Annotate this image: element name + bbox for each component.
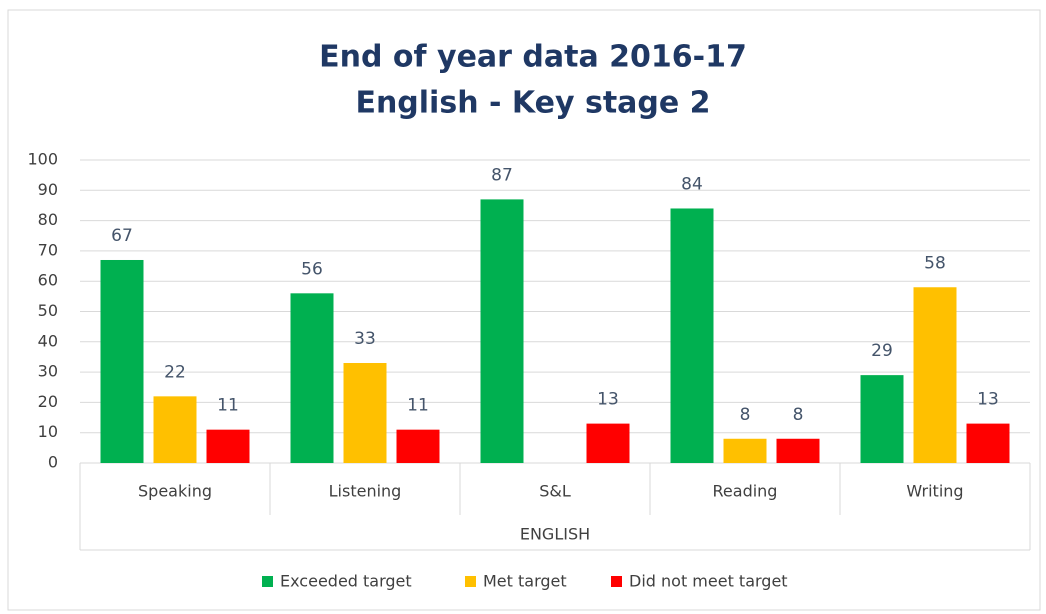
y-tick-label: 0 [48, 453, 58, 472]
x-axis-label: ENGLISH [520, 525, 590, 544]
bar [723, 438, 767, 463]
value-label: 29 [871, 341, 893, 361]
chart-title: English - Key stage 2 [355, 86, 710, 121]
x-tick-label: Listening [329, 482, 402, 501]
x-tick-label: Writing [906, 482, 963, 501]
value-label: 58 [924, 253, 946, 273]
chart-title: End of year data 2016-17 [319, 40, 747, 75]
y-tick-label: 10 [38, 422, 58, 441]
value-label: 13 [977, 390, 999, 410]
bar [396, 429, 440, 463]
x-tick-label: S&L [539, 482, 571, 501]
value-label: 11 [217, 396, 239, 416]
bar [586, 423, 630, 463]
y-tick-label: 50 [38, 301, 58, 320]
value-label: 22 [164, 362, 186, 382]
bar [776, 438, 820, 463]
bar [343, 363, 387, 463]
y-tick-label: 60 [38, 271, 58, 290]
bar [153, 396, 197, 463]
value-label: 13 [597, 390, 619, 410]
value-label: 56 [301, 259, 323, 279]
value-label: 84 [681, 174, 703, 194]
legend-swatch [465, 576, 476, 587]
x-tick-label: Speaking [138, 482, 212, 501]
value-label: 8 [740, 405, 751, 425]
value-label: 11 [407, 396, 429, 416]
value-label: 67 [111, 226, 133, 246]
bar [860, 375, 904, 463]
y-tick-label: 80 [38, 210, 58, 229]
x-tick-label: Reading [713, 482, 778, 501]
bar [670, 208, 714, 463]
value-label: 33 [354, 329, 376, 349]
legend-swatch [262, 576, 273, 587]
y-tick-label: 40 [38, 331, 58, 350]
y-tick-label: 70 [38, 240, 58, 259]
bar [966, 423, 1010, 463]
legend-label: Met target [483, 572, 567, 591]
y-tick-label: 30 [38, 362, 58, 381]
y-tick-label: 20 [38, 392, 58, 411]
bar [100, 259, 144, 463]
y-tick-label: 90 [38, 180, 58, 199]
chart-border [7, 9, 1041, 611]
value-label: 87 [491, 165, 513, 185]
legend-label: Exceeded target [280, 572, 412, 591]
value-label: 8 [793, 405, 804, 425]
bar [913, 287, 957, 463]
legend-swatch [611, 576, 622, 587]
bar [290, 293, 334, 463]
bar [206, 429, 250, 463]
legend-label: Did not meet target [629, 572, 788, 591]
y-tick-label: 100 [27, 150, 58, 169]
bar [480, 199, 524, 463]
